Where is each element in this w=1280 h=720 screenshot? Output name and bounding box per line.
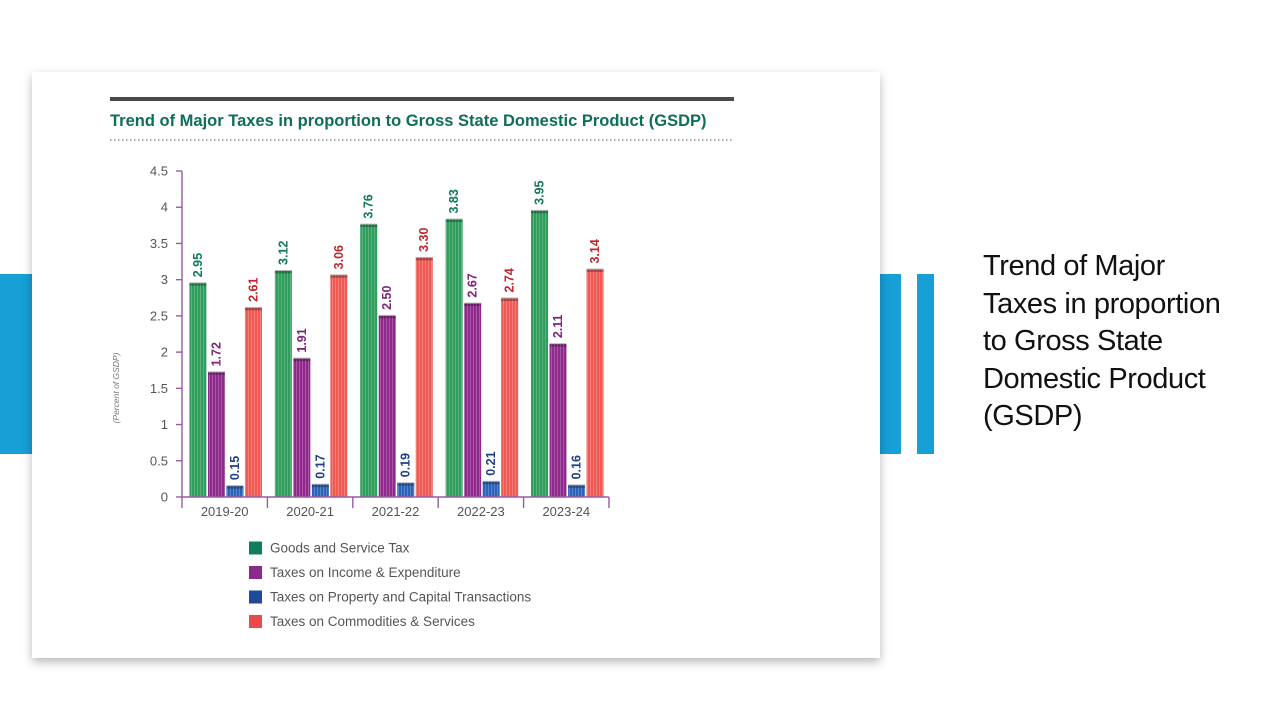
data-label: 3.95	[533, 180, 547, 204]
bar-texture	[464, 303, 482, 497]
x-tick-label: 2019-20	[201, 504, 249, 519]
bar-texture	[360, 224, 378, 497]
accent-bar-left	[0, 274, 32, 454]
bar-cap	[482, 480, 500, 485]
bar-cap	[445, 218, 463, 223]
chart-title: Trend of Major Taxes in proportion to Gr…	[110, 112, 707, 130]
bar-cap	[531, 209, 549, 214]
data-label: 2.67	[466, 273, 480, 297]
bar-cap	[274, 269, 292, 274]
legend-label: Goods and Service Tax	[270, 541, 410, 556]
bar-texture	[244, 307, 262, 497]
bar-texture	[330, 275, 348, 497]
chart-card: Trend of Major Taxes in proportion to Gr…	[32, 72, 880, 658]
bar-cap	[311, 483, 329, 488]
bar-texture	[531, 210, 549, 497]
data-label: 3.14	[588, 239, 602, 263]
bar-cap	[501, 297, 519, 302]
data-label: 2.50	[380, 286, 394, 310]
bar-cap	[360, 223, 378, 228]
y-tick-label: 1	[161, 417, 168, 432]
accent-bar-right-2	[917, 274, 934, 454]
data-label: 0.21	[484, 451, 498, 475]
bar-cap	[464, 302, 482, 307]
data-label: 3.30	[417, 228, 431, 252]
data-label: 3.83	[447, 189, 461, 213]
data-label: 2.74	[503, 268, 517, 292]
bar-texture	[293, 358, 311, 497]
accent-bar-right-1	[880, 274, 901, 454]
bar-cap	[568, 484, 586, 488]
slide-side-title: Trend of Major Taxes in proportion to Gr…	[983, 250, 1221, 433]
data-label: 2.95	[191, 253, 205, 277]
bar-cap	[189, 282, 207, 286]
data-label: 1.72	[209, 342, 223, 366]
legend-swatch	[249, 615, 262, 628]
legend-label: Taxes on Commodities & Services	[270, 614, 475, 629]
y-tick-label: 1.5	[150, 381, 168, 396]
x-tick-label: 2022-23	[457, 504, 505, 519]
bar-cap	[244, 306, 262, 311]
bar-texture	[189, 283, 207, 497]
data-label: 0.15	[228, 456, 242, 480]
data-label: 1.91	[295, 328, 309, 352]
bar-texture	[226, 486, 244, 497]
y-tick-label: 3.5	[150, 236, 168, 251]
bars: 2.95 1.72 0.15 2.61 3.12 1.91 0.17 3.06 3.76 2.50…	[189, 180, 604, 497]
bar-cap	[415, 256, 433, 261]
y-tick-label: 0.5	[150, 453, 168, 468]
bar-cap	[330, 274, 348, 278]
bar-texture	[397, 483, 415, 497]
bar-texture	[274, 270, 292, 497]
data-label: 0.16	[570, 455, 584, 479]
bar-cap	[226, 485, 244, 489]
bar-texture	[445, 219, 463, 497]
bar-texture	[586, 269, 604, 497]
tax-chart: Trend of Major Taxes in proportion to Gr…	[110, 97, 734, 629]
bar-cap	[586, 268, 604, 273]
bar-cap	[549, 343, 567, 347]
bar-texture	[549, 344, 567, 497]
y-tick-label: 0	[161, 490, 168, 505]
bar-texture	[207, 372, 225, 497]
bar-texture	[415, 257, 433, 497]
y-tick-label: 2	[161, 345, 168, 360]
data-label: 3.12	[276, 241, 290, 265]
legend-label: Taxes on Income & Expenditure	[270, 565, 461, 580]
bar-texture	[378, 315, 396, 497]
bar-texture	[568, 485, 586, 497]
data-label: 2.11	[551, 314, 565, 338]
bar-cap	[293, 357, 311, 362]
bar-texture	[482, 481, 500, 497]
data-label: 3.06	[332, 245, 346, 269]
data-label: 0.19	[399, 453, 413, 477]
y-axis-label: (Percent of GSDP)	[111, 352, 121, 423]
y-tick-label: 4	[161, 200, 168, 215]
bar-cap	[397, 482, 415, 486]
y-tick-label: 3	[161, 272, 168, 287]
x-tick-label: 2020-21	[286, 504, 334, 519]
legend-swatch	[249, 541, 262, 555]
x-tick-label: 2021-22	[372, 504, 420, 519]
y-tick-label: 4.5	[150, 164, 168, 179]
axes: 0 0.5 1 1.5 2 2.5 3 3.5 4 4.5 2019-20 2020-21 2021-2…	[150, 164, 610, 519]
data-label: 3.76	[362, 194, 376, 218]
bar-cap	[378, 314, 396, 319]
bar-texture	[311, 484, 329, 497]
x-tick-label: 2023-24	[542, 504, 590, 519]
data-label: 2.61	[246, 278, 260, 302]
bar-texture	[501, 298, 519, 497]
bar-cap	[207, 371, 225, 375]
legend: Goods and Service Tax Taxes on Income & E…	[249, 541, 531, 629]
data-label: 0.17	[313, 454, 327, 478]
legend-swatch	[249, 590, 262, 604]
legend-swatch	[249, 566, 262, 579]
legend-label: Taxes on Property and Capital Transactio…	[270, 590, 531, 605]
y-tick-label: 2.5	[150, 308, 168, 323]
